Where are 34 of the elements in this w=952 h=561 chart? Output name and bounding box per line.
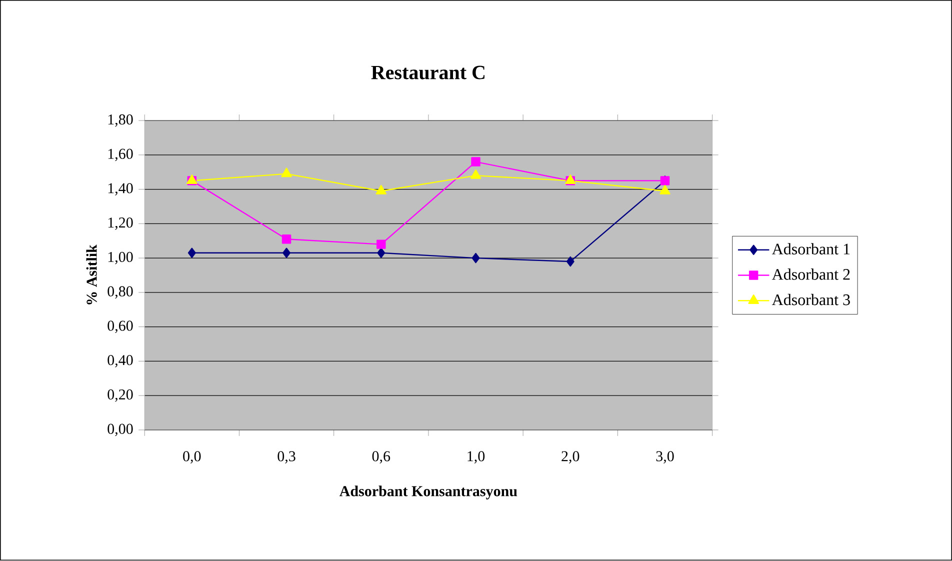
y-tick-label: 1,60 [108,149,133,162]
point [376,240,386,250]
x-tick-label: 0,3 [278,451,296,464]
point [660,185,670,195]
y-tick-label: 0,40 [108,355,133,368]
point [281,168,292,178]
legend-label: Adsorbant 3 [772,294,850,306]
y-tick-label: 0,60 [108,320,133,334]
chart-title: Restaurant C [371,66,484,80]
point [282,248,290,258]
x-tick-label: 0,6 [372,451,390,464]
point [566,256,574,267]
x-tick-label: 0,0 [183,451,201,464]
y-axis-title: % Asitlik [86,244,97,305]
x-tick-label: 3,0 [656,451,674,464]
y-tick-label: 1,40 [108,183,133,196]
point [470,170,482,180]
point [376,185,387,195]
x-axis-title: Adsorbant Konsantrasyonu [339,486,518,500]
y-tick-label: 0,80 [108,286,133,299]
point [472,253,480,264]
point [377,248,386,258]
y-tick-label: 0,00 [108,424,133,436]
y-tick-label: 0,20 [108,390,133,402]
point [282,234,292,244]
y-tick-label: 1,20 [108,218,133,230]
y-tick-label: 1,80 [108,114,133,127]
x-tick-label: 1,0 [468,451,485,464]
y-tick-label: 1,00 [108,252,133,264]
legend-label: Adsorbant 1 [772,243,850,255]
point [471,157,480,167]
point [188,248,196,258]
legend-label: Adsorbant 2 [772,268,850,280]
x-tick-label: 2,0 [562,451,580,464]
